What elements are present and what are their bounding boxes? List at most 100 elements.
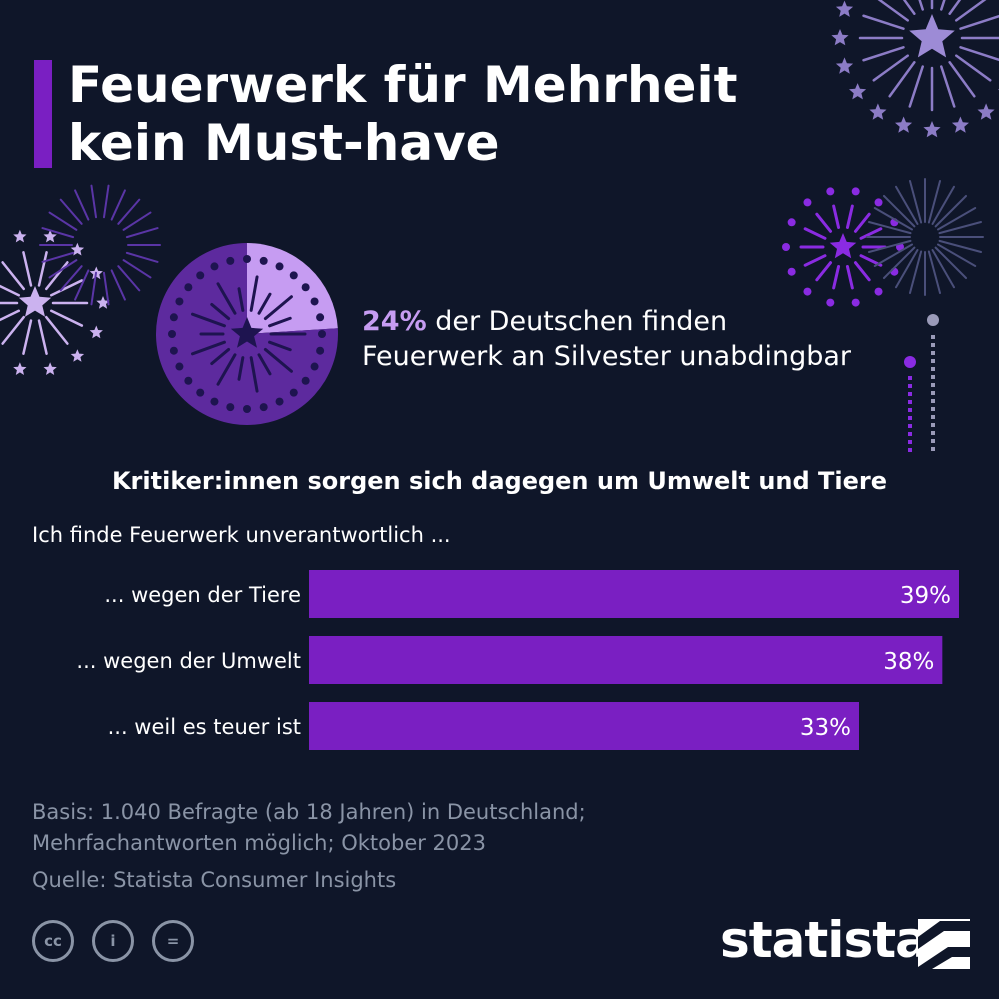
pie-ray xyxy=(237,356,245,381)
firework-spark xyxy=(787,267,796,276)
headline-line-1: der Deutschen finden xyxy=(435,306,728,337)
firework-ray xyxy=(908,179,923,224)
firework-ray xyxy=(888,61,916,98)
firework-ray xyxy=(955,54,992,82)
firework-ray xyxy=(877,0,909,22)
bar xyxy=(309,636,943,684)
attribution-icon[interactable]: i xyxy=(92,920,134,962)
firework-ray xyxy=(948,0,962,15)
pie-dot xyxy=(316,346,325,355)
firework-ray xyxy=(867,220,912,235)
firework-ray xyxy=(90,184,98,219)
pie-dot xyxy=(275,262,284,271)
pie-dot xyxy=(175,362,184,371)
chart-subtitle: Kritiker:innen sorgen sich dagegen um Um… xyxy=(111,467,888,495)
bar-category-label: ... wegen der Tiere xyxy=(104,583,301,607)
firework-ray xyxy=(59,265,83,292)
no-derivatives-icon[interactable]: = xyxy=(152,920,194,962)
firework-left-icon xyxy=(0,229,110,375)
firework-spark-icon xyxy=(951,116,969,133)
firework-ray xyxy=(125,251,159,263)
pie-dot xyxy=(310,362,319,371)
firework-ray xyxy=(934,194,968,228)
pie-ray xyxy=(210,302,231,321)
pie-dot xyxy=(168,330,176,338)
bar xyxy=(309,702,859,750)
firework-ray xyxy=(0,309,21,322)
firework-ray xyxy=(832,204,841,230)
firework-ray xyxy=(845,264,854,290)
firework-spark xyxy=(787,218,796,227)
firework-spark-icon xyxy=(835,0,854,17)
firework-ray xyxy=(37,319,48,355)
pie-ray xyxy=(190,312,226,328)
cc-license-icon[interactable]: cc xyxy=(32,920,74,962)
pie-dot xyxy=(196,271,205,280)
firework-ray xyxy=(110,269,126,301)
pie-chart xyxy=(156,243,338,426)
firework-spark xyxy=(874,198,883,207)
title-accent-bar xyxy=(34,60,52,168)
firework-ray xyxy=(934,246,968,280)
firework-spark-icon xyxy=(923,121,941,138)
pie-ray xyxy=(263,295,293,321)
firework-ray xyxy=(936,243,977,267)
firework-ray xyxy=(845,204,854,230)
firework-ray xyxy=(882,194,916,228)
pie-dot xyxy=(243,405,251,413)
pie-dot xyxy=(226,403,235,412)
statista-logo-icon xyxy=(918,919,970,969)
firework-spark-icon xyxy=(43,229,57,243)
bar-category-label: ... wegen der Umwelt xyxy=(76,649,301,673)
rocket-trails-icon xyxy=(904,314,939,452)
pie-dot xyxy=(184,283,193,292)
firework-spark xyxy=(851,187,860,196)
firework-ray xyxy=(927,250,942,295)
firework-spark xyxy=(874,287,883,296)
firework-ray xyxy=(872,54,909,82)
firework-ray xyxy=(803,227,827,240)
pie-dot xyxy=(289,271,298,280)
bar-value-label: 39% xyxy=(900,583,951,609)
source-line: Quelle: Statista Consumer Insights xyxy=(32,868,397,892)
firework-spark-icon xyxy=(43,362,57,375)
firework-ray xyxy=(1,315,26,345)
statista-logo-text[interactable]: statista xyxy=(720,911,929,969)
firework-ray xyxy=(90,271,98,306)
pie-dot xyxy=(196,388,205,397)
pie-dot xyxy=(175,297,184,306)
firework-ray xyxy=(873,207,914,231)
firework-ray xyxy=(918,0,924,11)
headline-line-2: Feuerwerk an Silvester unabdingbar xyxy=(362,341,852,372)
firework-ray xyxy=(832,264,841,290)
firework-ray xyxy=(940,65,956,108)
pie-dot xyxy=(301,283,310,292)
firework-ray xyxy=(49,309,84,327)
pie-ray xyxy=(257,292,272,315)
firework-ray xyxy=(873,243,914,267)
firework-spark xyxy=(782,243,790,251)
headline-text: 24% der Deutschen finden Feuerwerk an Si… xyxy=(362,304,851,374)
pie-ray xyxy=(237,287,245,312)
firework-ray xyxy=(853,261,871,282)
pie-center-star-icon xyxy=(230,317,264,348)
firework-ray xyxy=(936,207,977,231)
firework-spark-icon xyxy=(13,362,27,375)
bar-value-label: 33% xyxy=(800,715,851,741)
firework-spark-icon xyxy=(89,325,103,339)
pie-ray xyxy=(216,282,237,315)
pie-slice-0 xyxy=(247,243,338,334)
page-title: Feuerwerk für Mehrheit kein Must-have xyxy=(68,56,738,172)
pie-ray xyxy=(268,340,292,352)
firework-spark-icon xyxy=(96,296,110,309)
firework-ray xyxy=(110,189,126,221)
firework-spark-icon xyxy=(869,103,887,120)
footer-notes: Basis: 1.040 Befragte (ab 18 Jahren) in … xyxy=(32,797,586,896)
firework-ray xyxy=(908,65,924,108)
firework-ray xyxy=(122,211,152,231)
firework-spark-icon xyxy=(977,103,995,120)
pie-dot xyxy=(169,346,178,355)
bar-chart: ... wegen der Tiere 39% ... wegen der Umwe… xyxy=(76,570,959,750)
firework-ray xyxy=(117,198,141,225)
decoration-layer xyxy=(0,0,999,452)
